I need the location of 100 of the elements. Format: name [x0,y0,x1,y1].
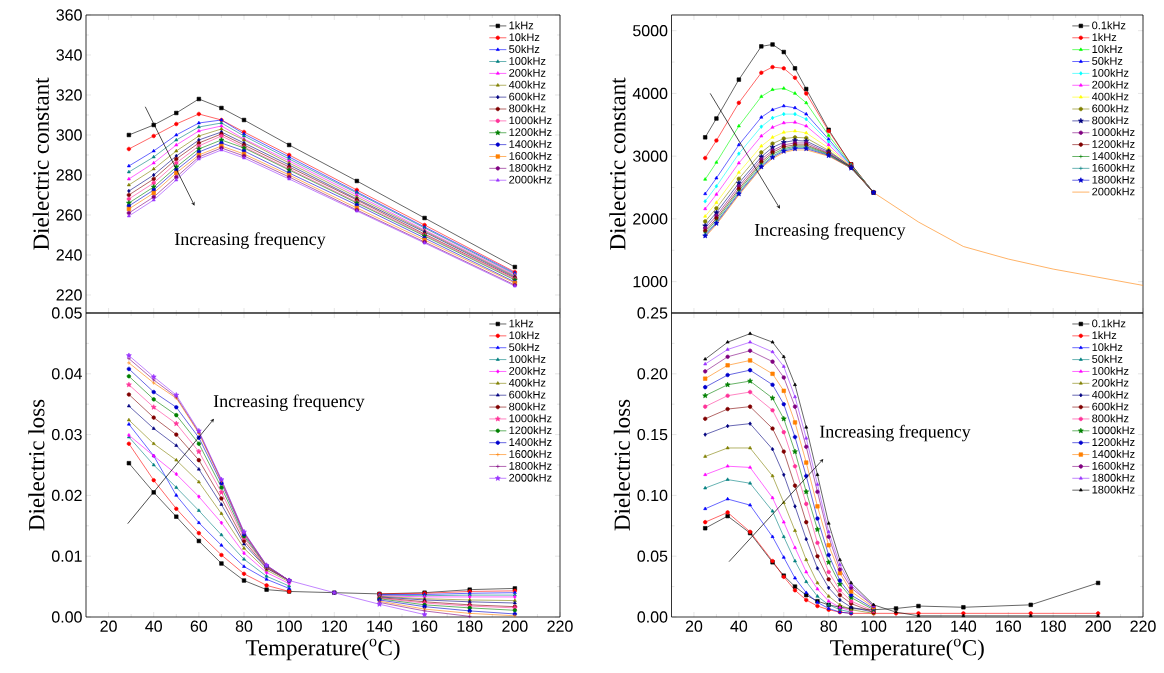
y-tick-label: 0.25 [637,307,668,319]
legend-label: 1200kHz [1092,437,1135,447]
x-tick-label: 60 [775,620,793,632]
legend-label: 600kHz [509,92,546,101]
y-tick-label: 0.00 [637,611,668,623]
y-tick-label: 5000 [633,25,668,37]
legend-label: 0.1kHz [1092,319,1126,328]
x-tick-label: 140 [367,620,393,632]
legend-label: 1400kHz [1092,449,1135,458]
legend-label: 600kHz [1092,104,1129,113]
legend-label: 2000kHz [509,175,552,184]
annotation: Increasing frequency [754,223,906,240]
legend-label: 1600kHz [1092,461,1135,470]
legend-label: 1000kHz [509,414,552,423]
y-tick-label: 0.00 [51,611,82,623]
y-tick-label: 240 [56,249,82,261]
x-tick-label: 220 [1130,620,1156,632]
x-tick-label: 60 [190,620,208,632]
y-tick-label: 0.10 [637,489,668,502]
legend-label: 100kHz [509,354,546,363]
x-tick-label: 80 [235,620,253,632]
legend-label: 100kHz [1092,366,1129,375]
legend-label: 200kHz [509,366,546,375]
y-tick-label: 0.02 [51,489,82,502]
y-tick-label: 4000 [632,87,668,100]
legend-label: 800kHz [509,104,546,113]
y-axis-title: Dielectric loss [28,399,45,531]
y-tick-label: 220 [56,289,82,301]
legend-label: 400kHz [508,378,546,387]
y-axis-title: Dielectric constant [609,77,626,250]
y-tick-label: 0.04 [51,368,82,380]
x-tick-label: 160 [996,620,1021,632]
legend-label: 1kHz [1092,33,1117,42]
legend-label: 50kHz [509,44,540,53]
y-tick-label: 280 [56,169,82,181]
legend-label: 1800kHz [1092,175,1135,184]
x-tick-label: 20 [685,620,703,632]
legend-label: 1600kHz [509,151,552,160]
legend-label: 200kHz [1092,80,1129,89]
legend-label: 1800kHz [1092,473,1135,482]
y-tick-label: 340 [56,49,82,61]
x-tick-label: 120 [906,620,932,632]
legend-label: 1400kHz [509,437,552,447]
legend-label: 0.1kHz [1092,21,1126,30]
legend-label: 1600kHz [1092,163,1135,172]
x-tick-label: 200 [502,620,528,632]
x-tick-label: 140 [951,620,977,632]
x-tick-label: 200 [1085,620,1111,632]
legend-label: 2000kHz [509,473,552,482]
legend-label: 600kHz [509,390,546,399]
y-tick-label: 0.05 [637,550,668,562]
legend-label: 1400kHz [509,139,552,148]
x-tick-label: 20 [100,620,117,632]
legend-label: 1200kHz [509,426,552,435]
legend-label: 1800kHz [1092,485,1135,494]
legend-label: 1000kHz [509,116,552,125]
legend-label: 1000kHz [1092,128,1135,137]
legend-label: 50kHz [1092,56,1123,65]
y-tick-label: 300 [56,129,82,141]
legend-label: 1000kHz [1092,426,1135,435]
legend-label: 400kHz [1091,390,1129,399]
x-axis-title: Temperature($^{o}$C) [830,638,984,661]
y-tick-label: 3000 [632,150,668,162]
x-tick-label: 160 [412,620,438,632]
legend-label: 1kHz [509,319,534,328]
x-tick-label: 80 [820,620,837,632]
legend-label: 400kHz [508,80,546,89]
x-tick-label: 40 [730,620,748,632]
legend-label: 1600kHz [509,449,552,458]
legend-label: 100kHz [509,56,546,65]
x-tick-label: 180 [457,620,483,632]
annotation: Increasing frequency [174,232,326,249]
y-tick-label: 0.03 [51,428,82,441]
legend-label: 200kHz [1092,378,1129,387]
y-tick-label: 360 [56,9,82,21]
x-tick-label: 100 [277,620,302,632]
annotation: Increasing frequency [819,424,971,442]
legend-label: 1kHz [1092,331,1117,340]
x-tick-label: 120 [322,620,347,632]
legend-label: 1200kHz [1092,139,1135,148]
legend-label: 10kHz [509,33,540,42]
y-tick-label: 320 [56,89,82,101]
legend-label: 800kHz [509,402,546,411]
legend-label: 50kHz [1092,354,1123,363]
x-tick-label: 220 [547,620,573,632]
legend-label: 400kHz [1091,92,1129,101]
legend-label: 200kHz [509,68,546,77]
annotation: Increasing frequency [213,394,365,411]
legend-label: 1800kHz [509,461,552,470]
y-axis-title: Dielectric constant [32,77,49,250]
y-tick-label: 0.20 [637,368,668,380]
legend-label: 1400kHz [1092,151,1135,160]
legend-label: 10kHz [1092,342,1123,352]
x-axis-title: Temperature($^{o}$C) [245,638,400,661]
y-tick-label: 2000 [633,213,668,225]
legend-label: 10kHz [1092,44,1123,53]
y-tick-label: 0.05 [51,307,82,319]
y-tick-label: 0.01 [51,550,82,562]
x-tick-label: 40 [145,620,162,632]
x-tick-label: 180 [1041,620,1066,632]
